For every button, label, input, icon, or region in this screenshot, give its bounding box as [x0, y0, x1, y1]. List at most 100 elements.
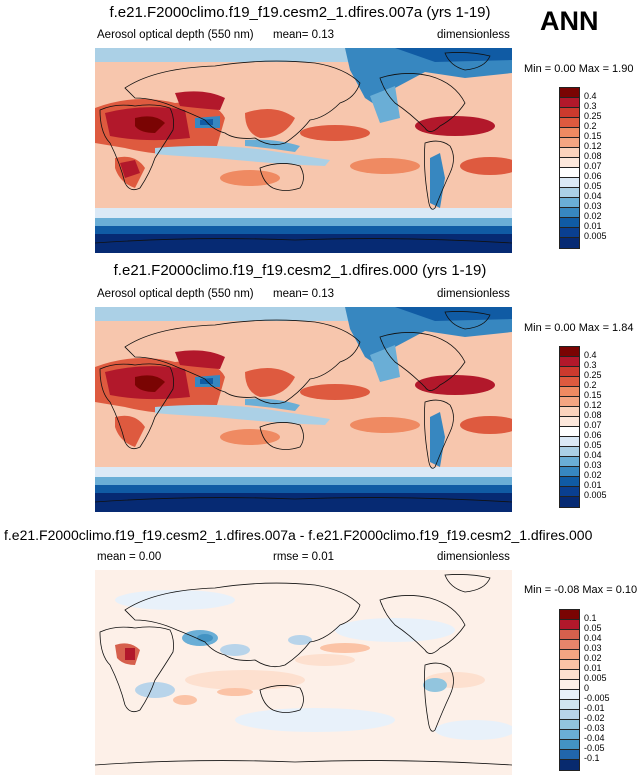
colorbar-tick-label: 0.06 [584, 430, 602, 440]
panel2-colorbar-swatch [560, 407, 579, 417]
panel3-colorbar-swatch [560, 730, 579, 740]
colorbar-tick-label: 0.05 [584, 181, 602, 191]
panel2-colorbar-swatch [560, 347, 579, 357]
colorbar-tick-label: 0.02 [584, 653, 602, 663]
panel1-colorbar-swatch [560, 198, 579, 208]
colorbar-tick-label: 0.4 [584, 350, 597, 360]
panel3-colorbar-swatch [560, 620, 579, 630]
panel2-colorbar-swatch [560, 467, 579, 477]
panel3-colorbar-swatch [560, 660, 579, 670]
colorbar-tick-label: -0.1 [584, 753, 600, 763]
panel2-colorbar-swatch [560, 487, 579, 497]
panel1-title: f.e21.F2000climo.f19_f19.cesm2_1.dfires.… [109, 4, 491, 21]
colorbar-tick-label: 0.1 [584, 613, 597, 623]
colorbar-tick-label: 0.12 [584, 400, 602, 410]
colorbar-tick-label: 0.04 [584, 633, 602, 643]
panel2-title: f.e21.F2000climo.f19_f19.cesm2_1.dfires.… [113, 262, 487, 279]
panel1-colorbar-swatch [560, 208, 579, 218]
panel3-rmse: rmse = 0.01 [273, 551, 335, 563]
colorbar-tick-label: 0.2 [584, 380, 597, 390]
panel2-colorbar [559, 346, 580, 508]
colorbar-tick-label: 0.25 [584, 370, 602, 380]
panel3-colorbar-swatch [560, 710, 579, 720]
colorbar-tick-label: 0.12 [584, 141, 602, 151]
colorbar-tick-label: 0 [584, 683, 590, 693]
panel1-map [95, 48, 512, 253]
panel1-minmax: Min = 0.00 Max = 1.90 [524, 63, 634, 75]
panel1-mean: mean= 0.13 [273, 29, 335, 41]
panel3-map [95, 570, 512, 775]
panel3-colorbar-swatch [560, 740, 579, 750]
panel2-map-svg [95, 307, 512, 512]
panel2-colorbar-swatch [560, 447, 579, 457]
panel2-colorbar-swatch [560, 397, 579, 407]
colorbar-tick-label: 0.25 [584, 111, 602, 121]
panel1-colorbar-swatch [560, 228, 579, 238]
colorbar-tick-label: 0.005 [584, 231, 607, 241]
panel1-colorbar [559, 87, 580, 249]
panel2-map [95, 307, 512, 512]
colorbar-tick-label: -0.03 [584, 723, 605, 733]
panel3-minmax: Min = -0.08 Max = 0.10 [524, 584, 638, 596]
colorbar-tick-label: -0.02 [584, 713, 605, 723]
colorbar-tick-label: -0.005 [584, 693, 610, 703]
panel3-map-svg [95, 570, 512, 775]
panel3-units: dimensionless [437, 551, 510, 563]
colorbar-tick-label: 0.15 [584, 131, 602, 141]
colorbar-tick-label: 0.07 [584, 420, 602, 430]
colorbar-tick-label: 0.01 [584, 221, 602, 231]
colorbar-tick-label: 0.05 [584, 440, 602, 450]
panel3-colorbar-swatch [560, 760, 579, 770]
colorbar-tick-label: 0.3 [584, 101, 597, 111]
panel2-colorbar-swatch [560, 417, 579, 427]
panel2-colorbar-swatch [560, 387, 579, 397]
colorbar-tick-label: 0.3 [584, 360, 597, 370]
panel1-variable-label: Aerosol optical depth (550 nm) [97, 29, 254, 41]
panel3-colorbar-swatch [560, 650, 579, 660]
panel2-units: dimensionless [437, 288, 510, 300]
colorbar-tick-label: 0.06 [584, 171, 602, 181]
panel1-colorbar-swatch [560, 218, 579, 228]
colorbar-tick-label: 0.005 [584, 490, 607, 500]
panel3-colorbar-swatch [560, 750, 579, 760]
colorbar-tick-label: 0.05 [584, 623, 602, 633]
colorbar-tick-label: 0.08 [584, 151, 602, 161]
panel1-colorbar-swatch [560, 178, 579, 188]
panel2-colorbar-swatch [560, 377, 579, 387]
panel3-colorbar-swatch [560, 640, 579, 650]
colorbar-tick-label: 0.07 [584, 161, 602, 171]
panel1-map-svg [95, 48, 512, 253]
panel2-colorbar-swatch [560, 437, 579, 447]
colorbar-tick-label: 0.03 [584, 643, 602, 653]
panel3-colorbar [559, 609, 580, 771]
panel1-colorbar-swatch [560, 188, 579, 198]
colorbar-tick-label: 0.15 [584, 390, 602, 400]
panel2-colorbar-swatch [560, 367, 579, 377]
panel2-minmax: Min = 0.00 Max = 1.84 [524, 322, 634, 334]
panel1-colorbar-swatch [560, 118, 579, 128]
colorbar-tick-label: 0.02 [584, 470, 602, 480]
colorbar-tick-label: 0.005 [584, 673, 607, 683]
panel3-colorbar-swatch [560, 610, 579, 620]
colorbar-tick-label: 0.03 [584, 460, 602, 470]
panel3-colorbar-swatch [560, 690, 579, 700]
colorbar-tick-label: 0.03 [584, 201, 602, 211]
colorbar-tick-label: -0.01 [584, 703, 605, 713]
panel1-colorbar-swatch [560, 168, 579, 178]
panel1-colorbar-swatch [560, 238, 579, 248]
colorbar-tick-label: -0.05 [584, 743, 605, 753]
panel3-colorbar-swatch [560, 720, 579, 730]
season-label: ANN [540, 6, 599, 36]
panel2-colorbar-swatch [560, 497, 579, 507]
panel2-colorbar-swatch [560, 357, 579, 367]
panel2-colorbar-swatch [560, 427, 579, 437]
colorbar-tick-label: 0.04 [584, 191, 602, 201]
panel1-colorbar-swatch [560, 98, 579, 108]
colorbar-tick-label: 0.01 [584, 480, 602, 490]
panel1-colorbar-swatch [560, 138, 579, 148]
panel1-colorbar-swatch [560, 148, 579, 158]
panel2-mean: mean= 0.13 [273, 288, 335, 300]
panel3-colorbar-swatch [560, 630, 579, 640]
panel3-mean: mean = 0.00 [97, 551, 162, 563]
colorbar-tick-label: 0.04 [584, 450, 602, 460]
